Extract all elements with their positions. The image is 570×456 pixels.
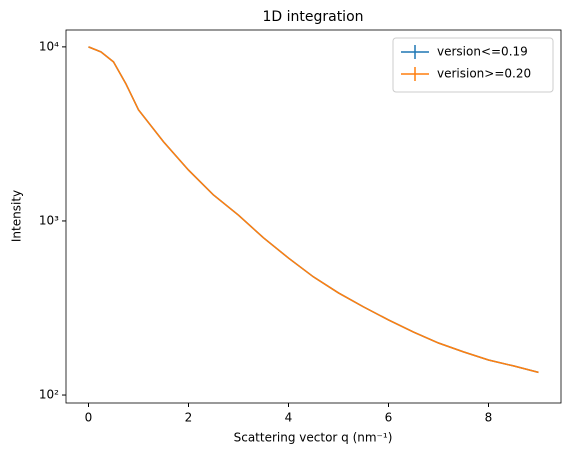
- y-tick-label: 10³: [39, 213, 59, 227]
- plot-frame: [65, 29, 562, 404]
- legend-label: version<=0.19: [437, 45, 528, 59]
- chart-title: 1D integration: [262, 9, 363, 25]
- x-axis-label: Scattering vector q (nm⁻¹): [234, 431, 393, 445]
- x-tick-label: 0: [85, 411, 93, 425]
- line-series: [88, 46, 539, 374]
- x-tick-label: 8: [485, 411, 493, 425]
- y-axis-label: Intensity: [10, 190, 24, 242]
- legend: version<=0.19 verision>=0.20: [392, 37, 554, 93]
- x-tick-label: 4: [285, 411, 293, 425]
- line-series: [88, 46, 539, 374]
- legend-label: verision>=0.20: [437, 67, 531, 81]
- legend-box: [392, 37, 554, 93]
- y-tick-label: 10⁴: [39, 39, 59, 53]
- y-tick-label: 10²: [39, 388, 59, 402]
- x-tick-label: 2: [185, 411, 193, 425]
- x-tick-label: 6: [385, 411, 393, 425]
